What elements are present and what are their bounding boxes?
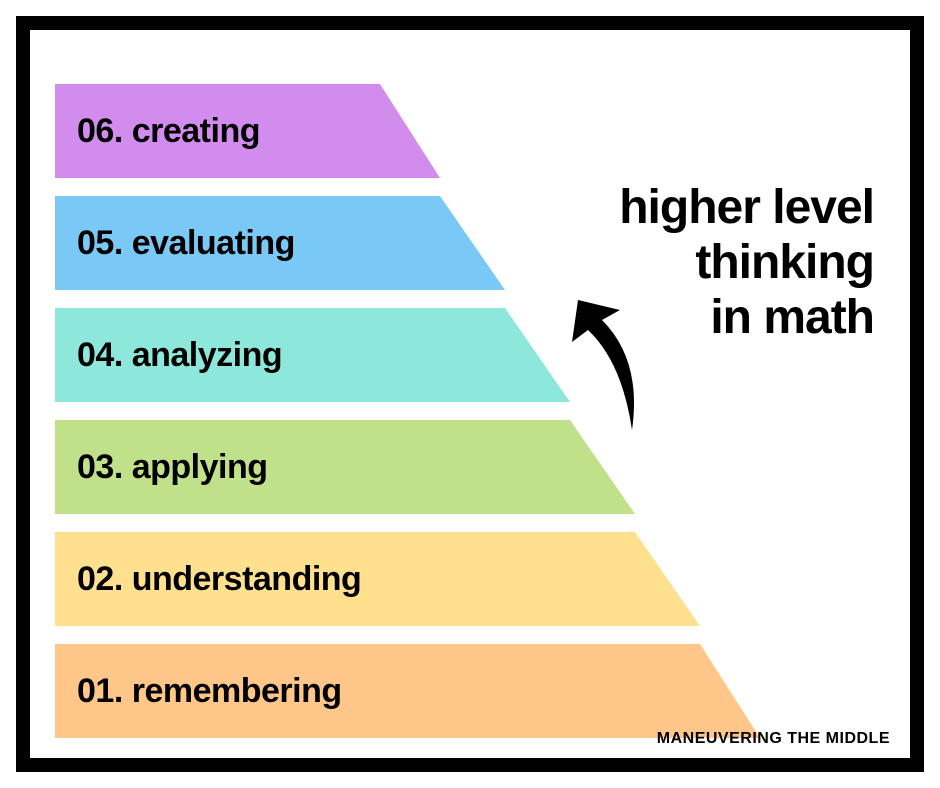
pyramid-level-label: 02. understanding: [77, 532, 361, 626]
footer-credit: MANEUVERING THE MIDDLE: [657, 730, 890, 748]
pyramid-level-label: 06. creating: [77, 84, 260, 178]
pyramid-level-label: 01. remembering: [77, 644, 342, 738]
pyramid-level-label: 03. applying: [77, 420, 268, 514]
arrow-icon: [560, 280, 680, 440]
infographic-frame: 06. creating 05. evaluating 04. analyzing 0…: [16, 16, 924, 772]
pyramid-level-02: 02. understanding: [55, 532, 775, 626]
pyramid-level-01: 01. remembering: [55, 644, 775, 738]
pyramid-level-label: 05. evaluating: [77, 196, 295, 290]
heading-line-1: higher level: [619, 180, 874, 235]
pyramid-level-label: 04. analyzing: [77, 308, 282, 402]
pyramid-level-06: 06. creating: [55, 84, 775, 178]
